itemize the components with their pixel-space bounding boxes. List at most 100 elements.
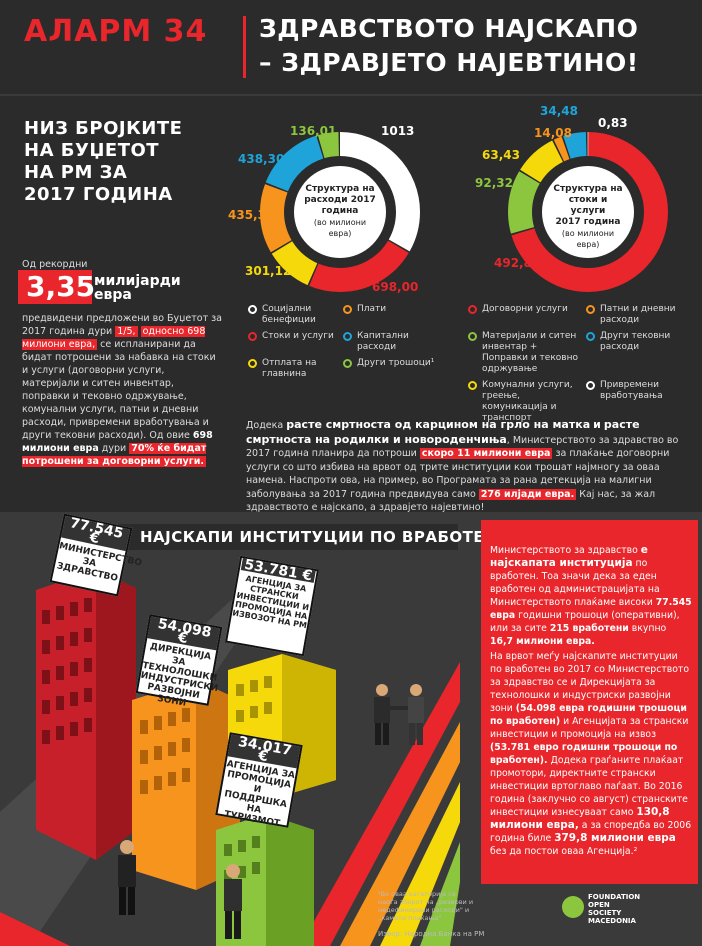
intro-title-line-1: НИЗ БРОЈКИТЕ: [24, 118, 183, 139]
legend1-dot-social: [248, 305, 257, 314]
legend1-label-repayment: Отплата на главнина: [262, 358, 317, 379]
legend1-label-salaries: Плати: [357, 304, 387, 314]
logo-line-2: OPEN: [588, 901, 610, 909]
legend2-dot-utilities: [468, 381, 477, 390]
intro-text-b: се испланирани да бидат потрошени за наб…: [22, 339, 216, 441]
rp2-bold-2: (53.781 евро годишни трошоци по вработен…: [490, 742, 678, 766]
legend1-item-salaries: Плати: [343, 304, 438, 326]
rp1-bold-4: 16,7 милиони евра.: [490, 636, 595, 647]
donut2-value-temp: 0,83: [598, 116, 628, 130]
rp2-bold-3: 130,8 милиони евра,: [490, 806, 670, 831]
rp2-text-e: без да постои оваа Агенција.²: [490, 846, 638, 857]
donut2-slice-5: [508, 132, 668, 292]
legend-expenses: Социјални бенефиции Плати Стоки и услуги…: [248, 304, 438, 380]
building-yellow-sign: 53.781 € АГЕНЦИЈА ЗА СТРАНСКИ ИНВЕСТИЦИИ…: [224, 555, 320, 657]
donut1-center-line-1: Структура на: [305, 184, 375, 194]
building-green-name: АГЕНЦИЈА ЗА ПРОМОЦИЈА И ПОДДРШКА НА ТУРИ…: [223, 759, 296, 830]
big-number: 3,35: [26, 270, 96, 303]
header-rule: [0, 94, 702, 96]
legend-goods-services: Договорни услуги Патни и дневни расходи …: [468, 304, 696, 424]
intro-bold-amount: 698 милиони евра: [22, 430, 213, 454]
donut1-slice-1: [260, 132, 420, 292]
big-unit-line-2: евра: [94, 287, 132, 303]
donut2-value-contract: 492,83: [494, 256, 541, 270]
mortality-paragraph: Додека расте смртноста од карцином на гр…: [246, 418, 686, 515]
big-unit: милијарди евра: [94, 274, 181, 302]
building-red-sign: 77.545 € МИНИСТЕРСТВО ЗА ЗДРАВСТВО: [49, 513, 143, 597]
mid-text-bold-1: расте смртноста од карцином на грло на м…: [286, 418, 591, 431]
donut1-center-line-2: расходи 2017: [304, 195, 376, 205]
footnote-line-2: наоѓа збирот на „резерви и: [378, 898, 474, 906]
legend2-item-other: Други тековни расходи: [586, 331, 696, 375]
donut1-value-other: 136,01: [290, 124, 337, 138]
donut1-center-line-5: евра): [328, 229, 352, 238]
section-title: НАЈСКАПИ ИНСТИТУЦИИ ПО ВРАБОТЕН: [140, 528, 498, 546]
headline-line-2: – ЗДРАВЈЕТО НАЈЕВТИНО!: [259, 48, 639, 77]
stripe-green: [420, 842, 460, 946]
footnote-line-4: „камати плаќања": [378, 914, 442, 922]
legend1-dot-goods: [248, 332, 257, 341]
rp1-bold-2: 77.545 евра: [490, 597, 692, 621]
building-orange-sign: 54.098 € ДИРЕКЦИЈА ЗА ТЕХНОЛОШКИ ИНДУСТР…: [135, 614, 223, 709]
mid-text-f: Кај нас, за жал здравството е најскапо, …: [246, 488, 656, 514]
headline-line-1: ЗДРАВСТВОТО НАЈСКАПО: [259, 14, 639, 43]
legend1-item-goods: Стоки и услуги: [248, 331, 343, 353]
legend1-dot-other: [343, 359, 352, 368]
legend2-item-utilities: Комунални услуги, греење, комуникација и…: [468, 380, 586, 424]
legend1-dot-repayment: [248, 359, 257, 368]
rp1-text-d: вкупно: [631, 623, 667, 634]
rp2-bold-4: 379,8 милиони евра: [554, 832, 676, 844]
legend2-label-temp: Привремени вработувања: [600, 380, 663, 401]
legend2-dot-other: [586, 332, 595, 341]
donut2-value-utilities: 63,43: [482, 148, 520, 162]
legend1-item-other: Други трошоци¹: [343, 358, 438, 380]
rp2-bold-1: (54.098 евра годишни трошоци по вработен…: [490, 703, 687, 727]
big-unit-line-1: милијарди: [94, 273, 181, 289]
legend1-label-social: Социјални бенефиции: [262, 304, 316, 325]
donut1-value-salaries: 435,31: [228, 208, 275, 222]
intro-paragraph: предвидени предложени во Буџетот за 2017…: [22, 312, 222, 468]
building-green-sign: 34.017 € АГЕНЦИЈА ЗА ПРОМОЦИЈА И ПОДДРШК…: [215, 732, 303, 830]
mid-text-a: Додека: [246, 420, 284, 431]
mid-text-and: и: [593, 418, 601, 431]
building-green-windows: [224, 836, 260, 882]
donut1-center-line-4: (во милиони: [313, 218, 367, 227]
legend2-label-other: Други тековни расходи: [600, 331, 671, 352]
donut2-value-materials: 92,32: [475, 176, 513, 190]
donut2-center-line-3: 2017 година: [555, 217, 621, 227]
rp2-text-a: На врвот меѓу најскапите институции по в…: [490, 651, 690, 714]
right-panel-paragraph-1: Министерството за здравство е најскапата…: [490, 544, 692, 648]
footnote-line-1: ¹Во оваа категорија се: [378, 890, 456, 898]
rp1-bold-1: е најскапата институција: [490, 544, 648, 569]
donut-chart-expenses: [260, 132, 420, 292]
donut2-center-line-4: (во милиони: [561, 229, 615, 238]
donut2-center-line-1: Структура на: [553, 184, 623, 194]
legend2-label-utilities: Комунални услуги, греење, комуникација и…: [482, 380, 573, 423]
donut1-value-social: 1013: [381, 124, 415, 138]
legend2-dot-contract: [468, 305, 477, 314]
legend1-label-goods: Стоки и услуги: [262, 331, 334, 341]
legend1-dot-capital: [343, 332, 352, 341]
building-red-windows: [42, 598, 92, 744]
legend2-label-contract: Договорни услуги: [482, 304, 568, 314]
man-with-case-icon: [224, 864, 242, 939]
donut1-slice-0: [260, 132, 420, 292]
mid-text-e: за плаќање договорни услуги со што избив…: [246, 448, 670, 500]
legend2-dot-temp: [586, 381, 595, 390]
donut1-center-label: Структура на расходи 2017 година (во мил…: [302, 184, 378, 239]
stripe-left-red: [0, 912, 70, 946]
building-green-side: [266, 814, 314, 946]
rp1-text-c: годишни трошоци (оперативни), или за сит…: [490, 610, 680, 634]
rp2-text-d: а за споредба во 2006 година биле: [490, 820, 692, 844]
legend1-dot-salaries: [343, 305, 352, 314]
legend2-dot-travel: [586, 305, 595, 314]
footnote-line-3: недефинирани расходи" и: [378, 906, 470, 914]
donut2-center-line-2: стоки и услуги: [568, 195, 608, 216]
foundation-logo-text: FOUNDATION OPEN SOCIETY MACEDONIA: [588, 893, 640, 925]
rp2-text-c: Додека граѓаните плаќаат промотори, дире…: [490, 755, 688, 818]
legend2-item-materials: Материјали и ситен инвентар + Поправки и…: [468, 331, 586, 375]
donut1-value-capital: 438,30: [238, 152, 285, 166]
legend1-label-other: Други трошоци¹: [357, 358, 435, 368]
header-divider: [243, 16, 246, 78]
intro-title-line-2: НА БУЏЕТОТ: [24, 140, 160, 161]
